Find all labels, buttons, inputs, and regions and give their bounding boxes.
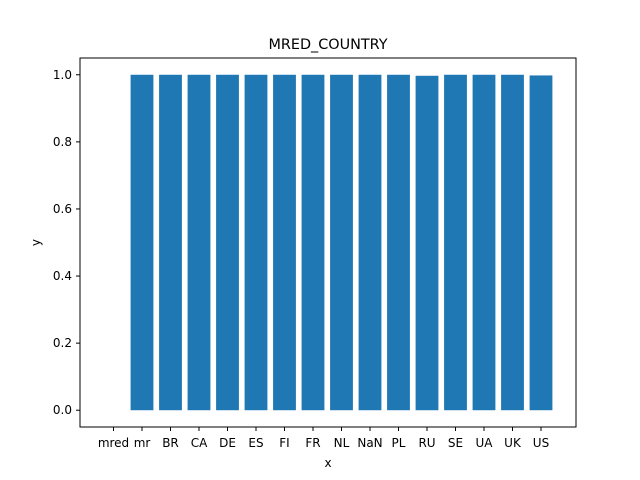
x-tick-label: FI bbox=[279, 436, 289, 450]
chart-title: MRED_COUNTRY bbox=[268, 37, 387, 53]
x-tick-label: mred bbox=[98, 436, 129, 450]
x-tick-label: US bbox=[533, 436, 549, 450]
y-tick-label: 0.2 bbox=[53, 336, 72, 350]
x-tick-label: NaN bbox=[357, 436, 382, 450]
x-tick-label: BR bbox=[162, 436, 179, 450]
x-tick-label: NL bbox=[334, 436, 350, 450]
bar-US bbox=[529, 75, 553, 411]
y-axis-ticks: 0.0 0.2 0.4 0.6 0.8 1.0 bbox=[53, 68, 80, 417]
bar-mr bbox=[130, 74, 154, 411]
bar-NL bbox=[330, 74, 353, 411]
bar-UK bbox=[501, 74, 524, 411]
x-tick-label: ES bbox=[248, 436, 263, 450]
y-tick-label: 0.4 bbox=[53, 269, 72, 283]
bar-NaN bbox=[358, 74, 382, 411]
x-axis-label: x bbox=[324, 456, 331, 470]
x-tick-label: mr bbox=[134, 436, 151, 450]
bar-FR bbox=[301, 74, 325, 411]
x-tick-label: UK bbox=[504, 436, 522, 450]
x-tick-label: CA bbox=[191, 436, 208, 450]
bar-FI bbox=[273, 74, 296, 411]
y-tick-label: 0.6 bbox=[53, 202, 72, 216]
bar-CA bbox=[187, 74, 211, 411]
x-tick-label: FR bbox=[305, 436, 320, 450]
bar-RU bbox=[415, 75, 439, 411]
x-tick-label: DE bbox=[219, 436, 236, 450]
bar-SE bbox=[444, 74, 467, 411]
bar-ES bbox=[244, 74, 268, 411]
bar-BR bbox=[159, 74, 182, 411]
y-axis-label: y bbox=[29, 239, 43, 246]
x-axis-ticks: mred mr BR CA DE ES FI FR NL NaN PL RU SE UA UK US bbox=[98, 427, 549, 450]
x-tick-label: PL bbox=[392, 436, 406, 450]
y-tick-label: 1.0 bbox=[53, 68, 72, 82]
bar-PL bbox=[387, 74, 410, 411]
y-tick-label: 0.0 bbox=[53, 403, 72, 417]
bars-group bbox=[130, 74, 553, 411]
y-tick-label: 0.8 bbox=[53, 135, 72, 149]
x-tick-label: SE bbox=[448, 436, 463, 450]
bar-DE bbox=[216, 74, 239, 411]
bar-UA bbox=[472, 74, 496, 411]
x-tick-label: UA bbox=[476, 436, 494, 450]
plot-frame bbox=[79, 57, 577, 428]
x-tick-label: RU bbox=[418, 436, 435, 450]
